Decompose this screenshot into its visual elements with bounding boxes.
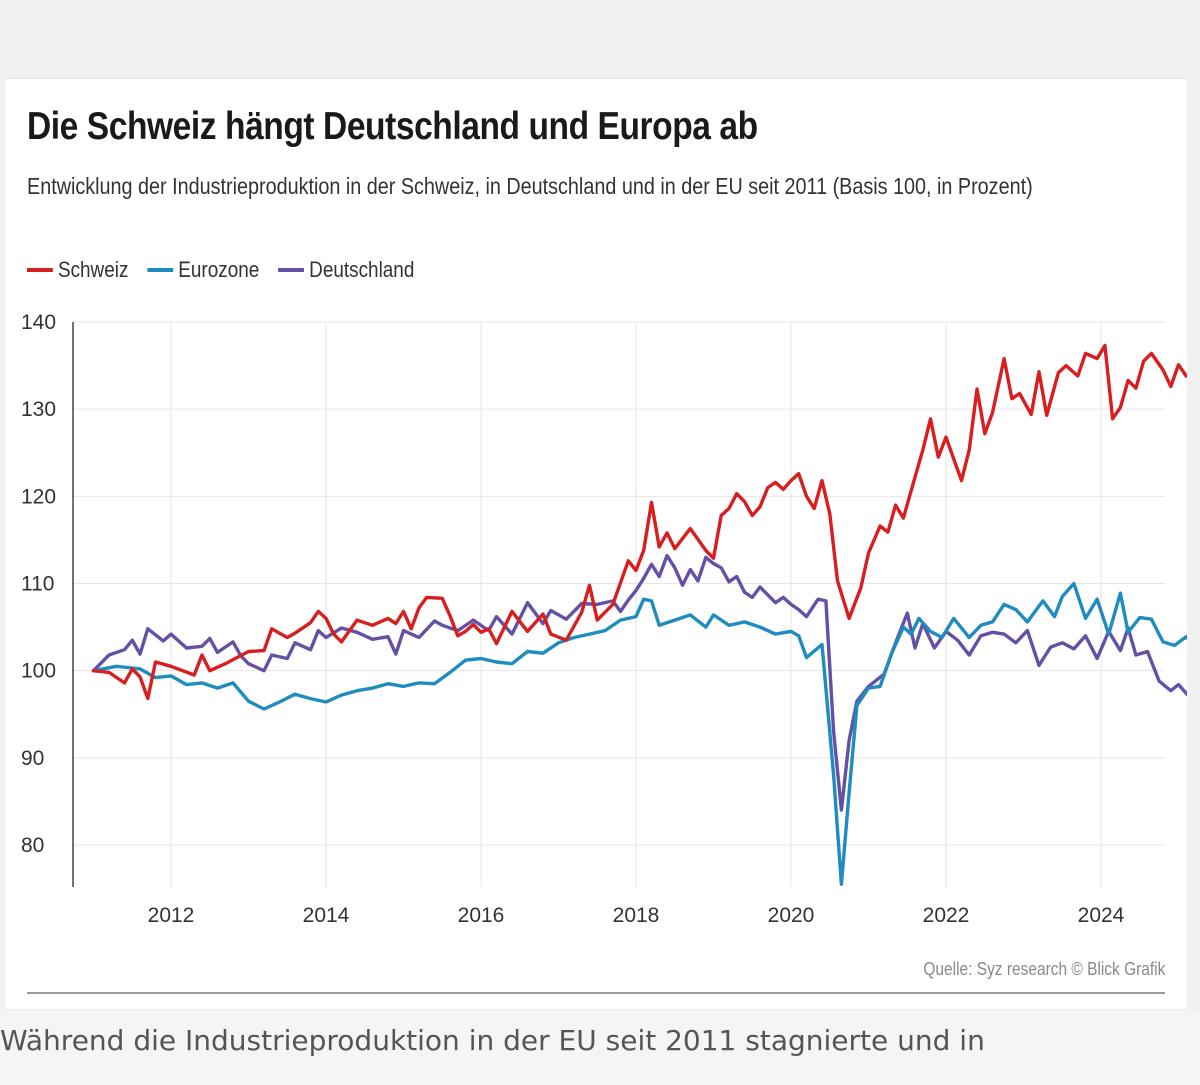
y-tick-label: 90 xyxy=(21,747,44,770)
legend-label: Schweiz xyxy=(57,257,129,282)
x-tick-label: 2012 xyxy=(148,904,195,927)
legend-label: Deutschland xyxy=(309,257,415,282)
line-chart: 140 130 120 110 100 90 80 2012 2014 2016 2018 2020 2… xyxy=(21,311,1187,927)
x-tick-label: 2016 xyxy=(458,904,505,927)
series-line-schweiz xyxy=(91,343,1187,701)
y-tick-label: 80 xyxy=(21,834,44,857)
legend-item-deutschland: Deutschland xyxy=(278,257,414,283)
legend-swatch xyxy=(278,268,305,272)
x-tick-label: 2014 xyxy=(303,904,350,927)
x-tick-label: 2020 xyxy=(768,904,815,927)
y-tick-label: 100 xyxy=(21,660,56,683)
x-tick-label: 2018 xyxy=(613,904,660,927)
article-caption-bar xyxy=(0,1010,1200,1085)
y-tick-label: 120 xyxy=(21,485,56,508)
chart-source: Quelle: Syz research © Blick Grafik xyxy=(923,959,1165,979)
series-line-eurozone xyxy=(91,581,1187,886)
legend-label: Eurozone xyxy=(178,257,260,282)
x-tick-label: 2024 xyxy=(1078,904,1125,927)
card-divider xyxy=(27,992,1165,994)
y-tick-label: 130 xyxy=(21,398,56,421)
chart-card: Die Schweiz hängt Deutschland und Europa… xyxy=(5,78,1187,1009)
chart-subtitle: Entwicklung der Industrieproduktion in d… xyxy=(27,173,1033,199)
x-tick-label: 2022 xyxy=(923,904,970,927)
chart-legend: Schweiz Eurozone Deutschland xyxy=(27,257,433,283)
chart-title: Die Schweiz hängt Deutschland und Europa… xyxy=(27,105,758,148)
article-caption: Während die Industrieproduktion in der E… xyxy=(0,1024,985,1057)
y-tick-label: 140 xyxy=(21,311,56,334)
legend-swatch xyxy=(27,268,53,272)
series-line-deutschland xyxy=(91,553,1187,812)
y-tick-label: 110 xyxy=(21,573,54,596)
legend-item-schweiz: Schweiz xyxy=(27,257,128,283)
legend-item-eurozone: Eurozone xyxy=(147,257,259,283)
legend-swatch xyxy=(147,268,174,272)
